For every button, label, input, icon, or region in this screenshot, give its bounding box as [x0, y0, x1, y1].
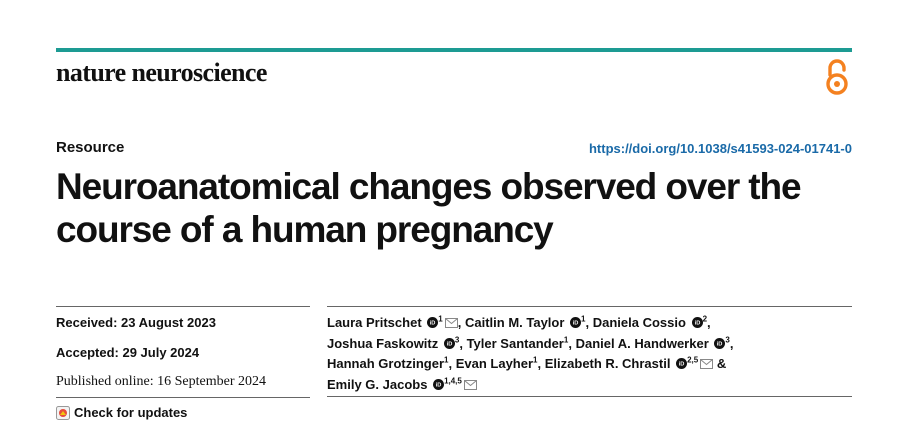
- separator: ,: [459, 335, 463, 351]
- separator: ,: [729, 335, 734, 351]
- received-date: Received: 23 August 2023: [56, 315, 216, 330]
- orcid-icon[interactable]: iD: [427, 317, 439, 328]
- affiliation: 1,4,5: [444, 376, 462, 386]
- author-name[interactable]: Caitlin M. Taylor: [464, 315, 565, 330]
- separator: ,: [707, 315, 711, 330]
- affiliation: 2: [702, 314, 708, 324]
- separator: ,: [537, 356, 542, 371]
- author-name[interactable]: Laura Pritschet: [327, 315, 422, 330]
- svg-text:iD: iD: [679, 362, 685, 368]
- separator: ,: [457, 315, 462, 330]
- svg-text:iD: iD: [573, 321, 579, 327]
- separator: ,: [585, 315, 590, 330]
- journal-logo[interactable]: nature neuroscience: [56, 58, 267, 87]
- doi-link[interactable]: https://doi.org/10.1038/s41593-024-01741…: [588, 141, 852, 156]
- article-type: Resource: [56, 139, 125, 156]
- author-name[interactable]: Elizabeth R. Chrastil: [544, 356, 671, 371]
- envelope-icon[interactable]: [700, 359, 714, 369]
- open-access-icon: [826, 59, 848, 95]
- affiliation: 1: [533, 355, 538, 365]
- envelope-icon[interactable]: [463, 379, 477, 390]
- author-name[interactable]: Daniel A. Handwerker: [575, 335, 709, 351]
- affiliation: 1: [438, 314, 443, 324]
- affiliation: 1: [444, 355, 449, 365]
- orcid-icon[interactable]: iD: [676, 358, 688, 369]
- author-name[interactable]: Hannah Grotzinger: [327, 356, 445, 371]
- envelope-icon[interactable]: [444, 318, 458, 328]
- authors-top-rule: [327, 306, 852, 307]
- orcid-icon[interactable]: iD: [443, 337, 455, 349]
- author-list: Laura Pritschet iD 1, Caitlin M. Taylor i…: [327, 313, 857, 395]
- orcid-icon[interactable]: iD: [433, 378, 445, 390]
- author-name[interactable]: Emily G. Jacobs: [327, 376, 428, 392]
- author-name[interactable]: Tyler Santander: [466, 335, 564, 351]
- separator: ,: [448, 356, 453, 371]
- svg-text:iD: iD: [447, 341, 453, 347]
- author-name[interactable]: Joshua Faskowitz: [327, 335, 439, 351]
- authors-bottom-rule: [327, 396, 852, 397]
- affiliation: 2,5: [687, 355, 699, 365]
- accepted-date: Accepted: 29 July 2024: [56, 345, 200, 360]
- check-for-updates-button[interactable]: Check for updates: [56, 405, 187, 420]
- affiliation: 1: [581, 314, 586, 324]
- svg-text:iD: iD: [717, 341, 723, 347]
- check-updates-icon: [56, 405, 70, 420]
- title-line-1: Neuroanatomical changes observed over th…: [56, 166, 802, 207]
- orcid-icon[interactable]: iD: [714, 337, 726, 349]
- author-name[interactable]: Evan Layher: [455, 356, 534, 371]
- svg-text:iD: iD: [436, 382, 442, 388]
- check-updates-label: Check for updates: [74, 405, 188, 420]
- dates-top-rule: [56, 306, 310, 307]
- article-title: Neuroanatomical changes observed over th…: [56, 165, 856, 251]
- dates-bottom-rule: [56, 397, 310, 398]
- orcid-icon[interactable]: iD: [570, 317, 582, 328]
- published-date: Published online: 16 September 2024: [56, 374, 266, 389]
- separator: ,: [568, 335, 572, 351]
- journal-header-bar: [56, 48, 852, 52]
- title-line-2: course of a human pregnancy: [56, 209, 554, 250]
- author-name[interactable]: Daniela Cossio: [592, 315, 686, 330]
- affiliation: 3: [725, 335, 730, 345]
- affiliation: 1: [563, 335, 569, 345]
- svg-text:iD: iD: [430, 321, 436, 327]
- orcid-icon[interactable]: iD: [691, 317, 703, 328]
- affiliation: 3: [454, 335, 460, 345]
- svg-text:iD: iD: [694, 321, 700, 327]
- separator: &: [716, 356, 727, 371]
